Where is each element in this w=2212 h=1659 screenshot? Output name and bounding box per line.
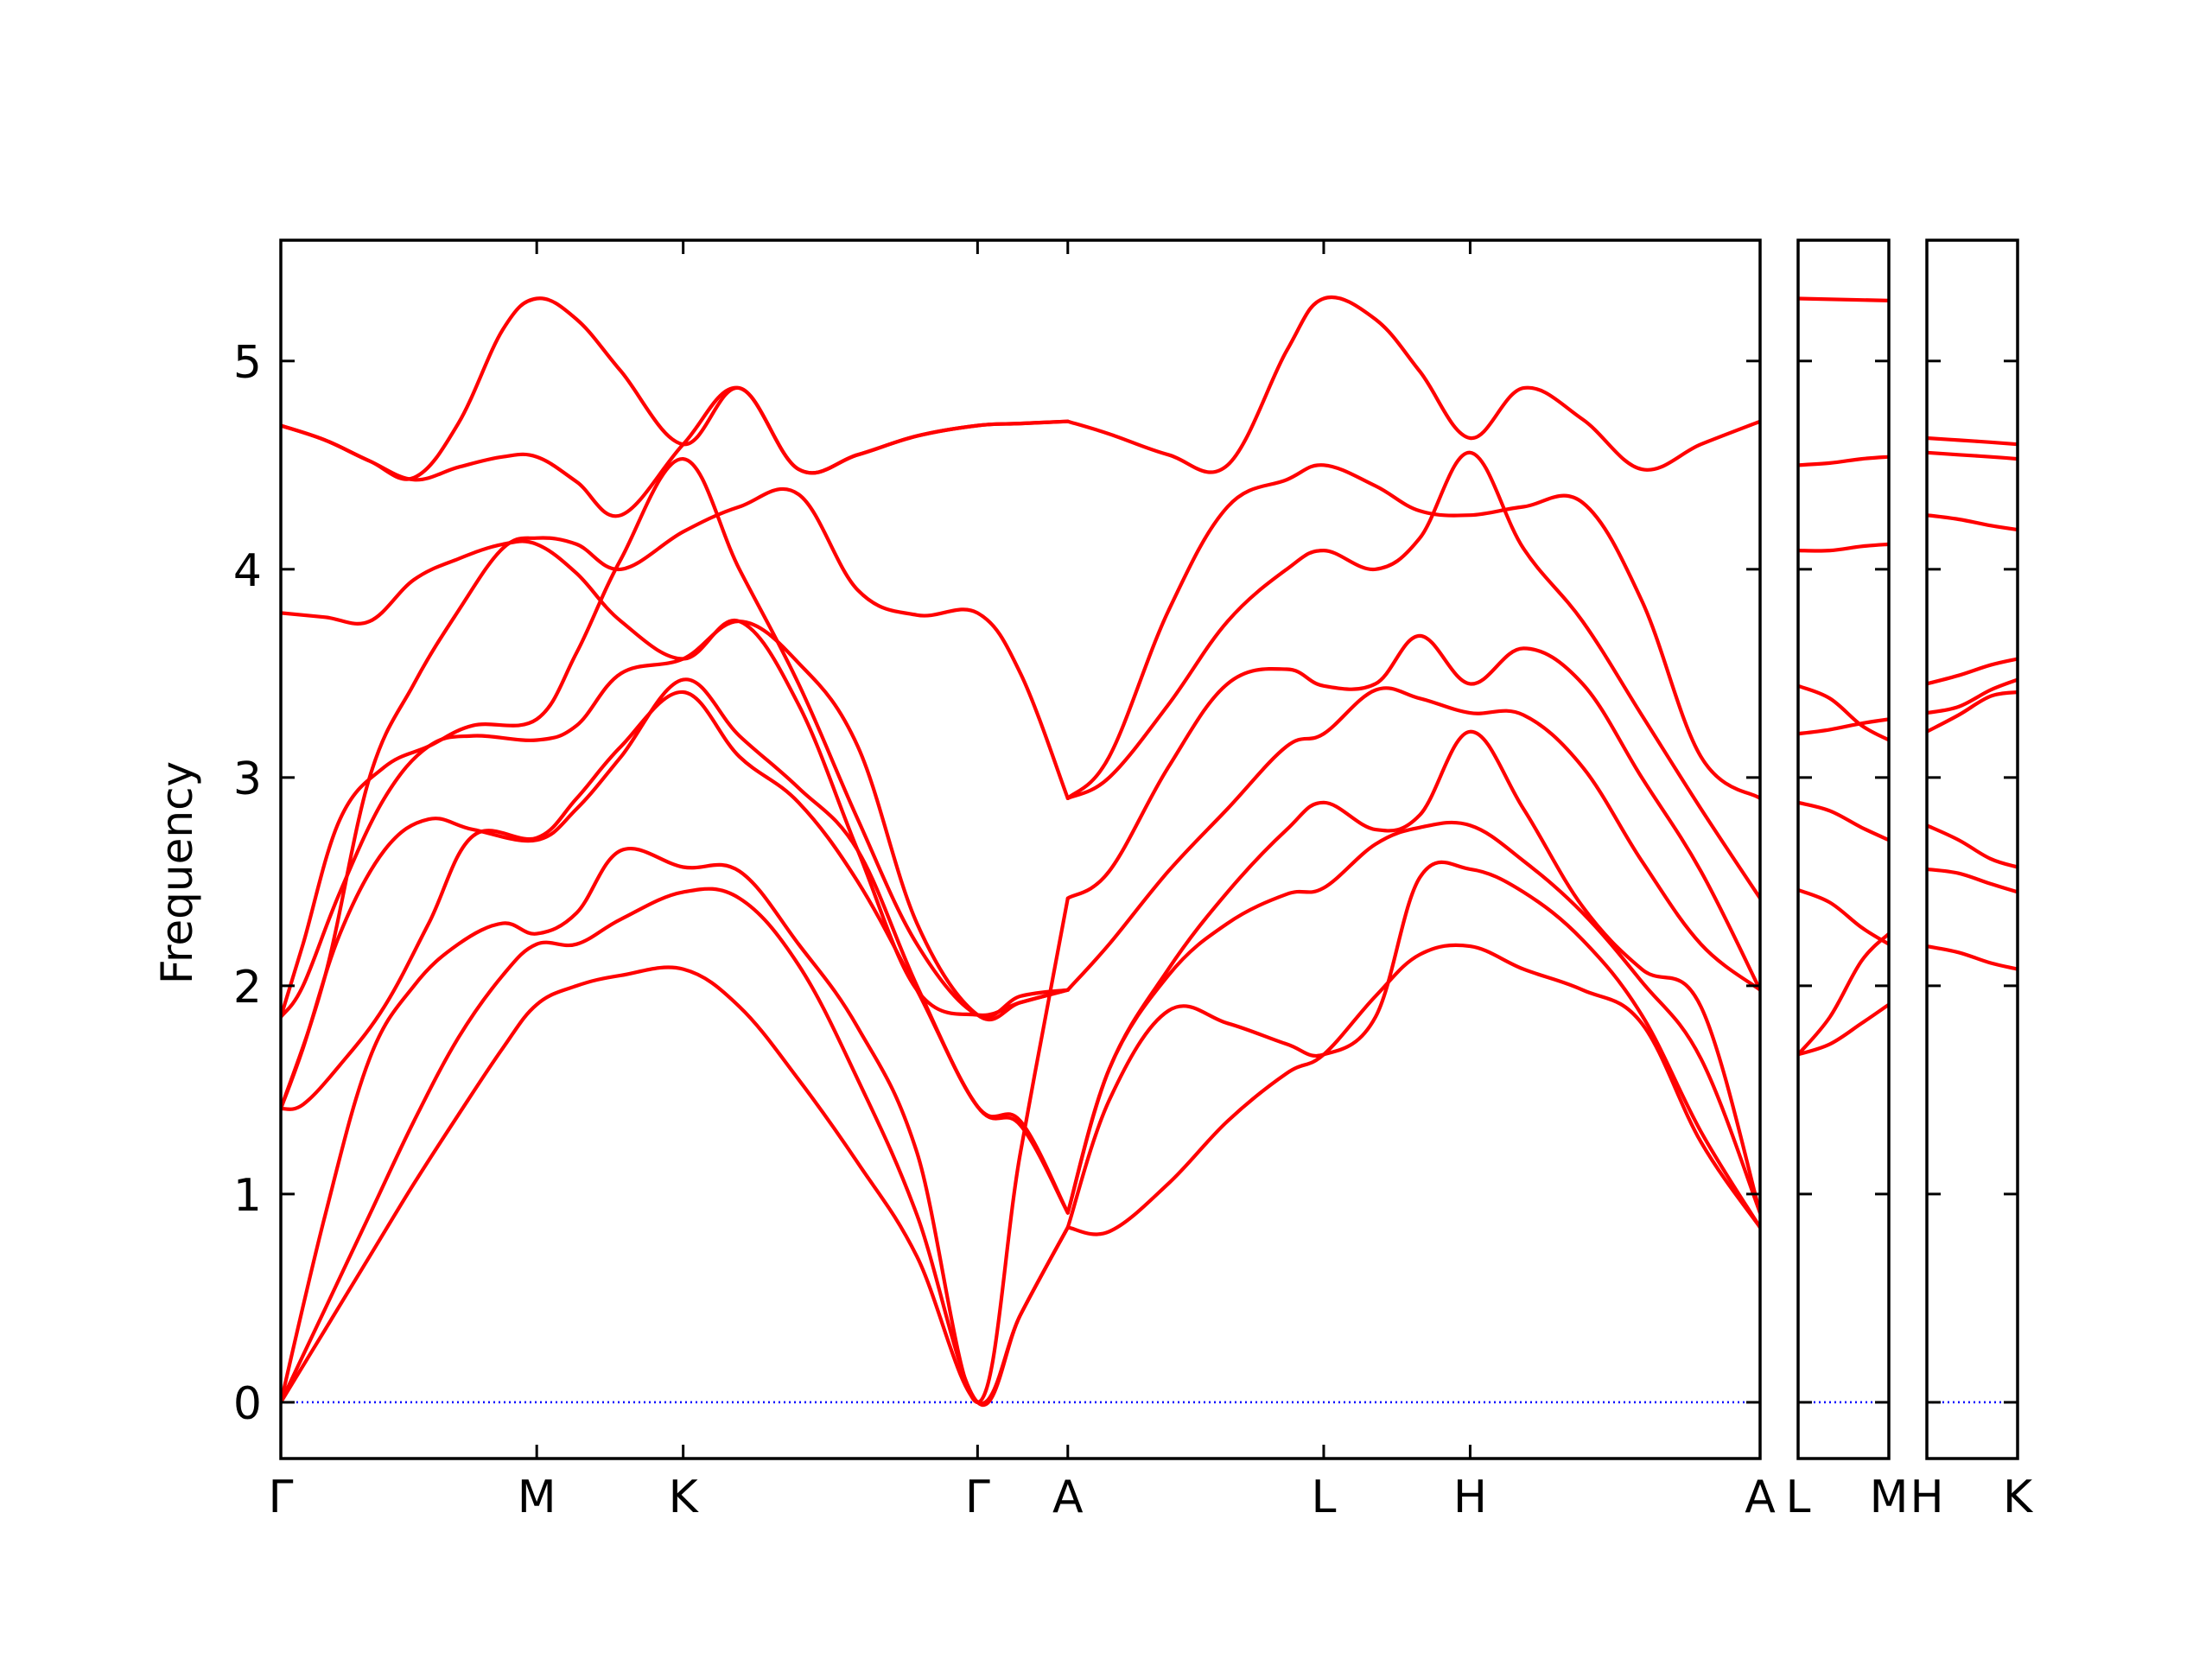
y-tick-label: 1 [233,1170,262,1222]
x-tick-label: K [2003,1471,2034,1523]
band-line-3 [1927,823,2018,869]
bands-group [281,296,1760,1407]
bands-group [1927,435,2018,971]
band-line-2 [1798,931,1889,1057]
x-tick-label: A [1052,1471,1084,1523]
x-tick-label: H [1910,1471,1943,1523]
band-line-7 [1798,542,1889,553]
x-tick-label: H [1453,1471,1487,1523]
band-line-11 [281,296,1070,481]
y-axis-label: Frequency [152,761,202,984]
x-tick-label: M [1870,1471,1909,1523]
band-line-6 [281,619,1070,1022]
x-tick-label: A [1745,1471,1776,1523]
band-line-10 [281,385,1070,518]
band-line-16 [1065,686,1760,992]
x-tick-label: Γ [269,1471,294,1523]
band-line-8 [1798,454,1889,467]
band-line-15 [1065,729,1760,1215]
band-line-9 [1927,435,2018,447]
band-line-14 [1065,820,1760,1215]
band-line-4 [281,690,1070,1215]
x-tick-label: M [518,1471,556,1523]
band-line-3 [1798,887,1889,946]
band-line-1 [1927,944,2018,971]
y-tick-label: 2 [233,962,262,1014]
x-tick-label: K [669,1471,700,1523]
band-line-6 [1798,683,1889,742]
panel-frame [1925,238,2019,1460]
band-line-5 [1927,677,2018,715]
band-line-7 [1927,513,2018,532]
band-line-8 [281,539,1070,1018]
band-line-13 [1065,860,1760,1230]
x-tick-label: Γ [965,1471,990,1523]
band-line-19 [1065,463,1760,800]
band-line-4 [1927,690,2018,734]
band-line-4 [1798,800,1889,842]
band-line-18 [1065,450,1760,900]
band-line-9 [1798,296,1889,302]
y-tick-label: 3 [233,753,262,805]
band-line-1 [281,965,1070,1406]
band-line-5 [1798,717,1889,736]
band-line-12 [1065,943,1760,1236]
panel-frame [279,238,1762,1460]
band-line-3 [281,847,1070,1404]
band-line-20 [1065,296,1760,474]
x-tick-label: L [1311,1471,1336,1523]
band-line-8 [1927,450,2018,461]
band-line-7 [281,457,1070,1020]
band-line-2 [1927,867,2018,894]
band-line-5 [281,677,1070,1215]
panel-frame [1796,238,1891,1460]
x-tick-label: L [1786,1471,1811,1523]
band-line-1 [1798,1002,1889,1057]
y-tick-label: 0 [233,1378,262,1430]
bands-group [1798,296,1889,1057]
panel-1: 0 1 2 3 4 5 Γ M K Γ A L H A [233,238,1776,1523]
band-line-6 [1927,657,2018,686]
band-line-9 [281,486,1070,1111]
y-tick-label: 5 [233,337,262,389]
y-tick-label: 4 [233,545,262,597]
band-line-17 [1065,633,1760,992]
